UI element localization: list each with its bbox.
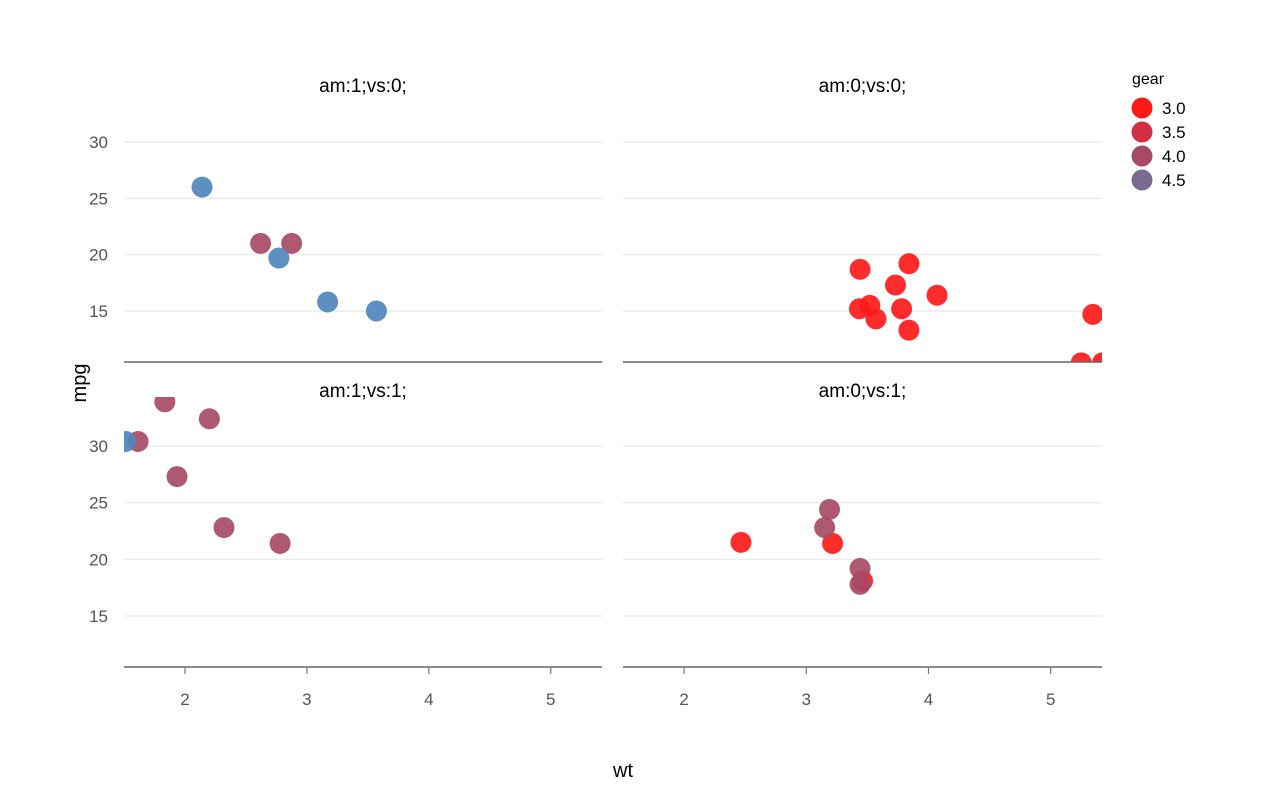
x-tick-label: 5 [546, 690, 555, 709]
legend-label: 3.0 [1162, 99, 1186, 118]
x-tick-label: 2 [180, 690, 189, 709]
y-tick-label: 20 [89, 550, 108, 569]
data-point [268, 247, 290, 269]
x-axis-title: wt [612, 760, 633, 782]
facet-panel-title: am:1;vs:1; [319, 381, 407, 402]
data-point [849, 573, 871, 595]
data-point [884, 274, 906, 296]
y-tick-label: 30 [89, 437, 108, 456]
data-point [1070, 352, 1092, 362]
points-group [848, 253, 1102, 362]
data-point [198, 408, 220, 430]
data-point [281, 232, 303, 254]
y-tick-label: 20 [89, 246, 108, 265]
data-point [822, 532, 844, 554]
x-tick-label: 2 [679, 690, 688, 709]
data-point [124, 430, 137, 452]
data-point [849, 258, 871, 280]
legend-swatch [1131, 97, 1153, 119]
legend-swatch [1131, 145, 1153, 167]
data-point [1082, 303, 1102, 325]
legend-swatch [1131, 169, 1153, 191]
data-point [269, 532, 291, 554]
data-point [891, 298, 913, 320]
y-tick-label: 15 [89, 302, 108, 321]
data-point [848, 298, 870, 320]
legend-title: gear [1132, 71, 1165, 88]
legend-label: 3.5 [1162, 123, 1186, 142]
data-point [250, 232, 272, 254]
data-point [154, 397, 176, 413]
x-tick-label: 4 [924, 690, 933, 709]
points-group [124, 397, 291, 554]
x-tick-label: 3 [802, 690, 811, 709]
data-point [1092, 352, 1102, 362]
data-point [865, 308, 887, 330]
points-group [730, 498, 873, 595]
y-tick-label: 25 [89, 189, 108, 208]
legend-label: 4.5 [1162, 171, 1186, 190]
data-point [317, 291, 339, 313]
facet-panel-3: am:1;vs:1; 15 20 25 30 2 3 4 5 [89, 381, 602, 709]
facet-panel-2: am:0;vs:0; [623, 76, 1102, 363]
data-point [926, 284, 948, 306]
x-tick-label: 3 [302, 690, 311, 709]
data-point [191, 176, 213, 198]
facet-panel-1: am:1;vs:0; 15 20 25 30 [89, 76, 602, 363]
data-point [730, 531, 752, 553]
legend: gear 3.0 3.5 4.0 4.5 [1131, 71, 1186, 191]
legend-label: 4.0 [1162, 147, 1186, 166]
points-group [191, 176, 387, 322]
y-tick-label: 25 [89, 494, 108, 513]
data-point [849, 557, 871, 579]
facet-panel-title: am:0;vs:0; [819, 76, 907, 97]
data-point [365, 300, 387, 322]
y-axis-title: mpg [69, 364, 91, 403]
data-point [814, 517, 836, 539]
data-point [819, 498, 841, 520]
legend-swatch [1131, 121, 1153, 143]
x-tick-label: 5 [1046, 690, 1055, 709]
facet-panel-title: am:0;vs:1; [819, 381, 907, 402]
x-tick-label: 4 [424, 690, 433, 709]
facet-panel-4: am:0;vs:1; 2 3 4 5 [623, 381, 1102, 709]
data-point [166, 466, 188, 488]
data-point [898, 319, 920, 341]
facet-panel-title: am:1;vs:0; [319, 76, 407, 97]
data-point [213, 517, 235, 539]
y-tick-label: 15 [89, 607, 108, 626]
y-tick-label: 30 [89, 133, 108, 152]
data-point [898, 253, 920, 275]
